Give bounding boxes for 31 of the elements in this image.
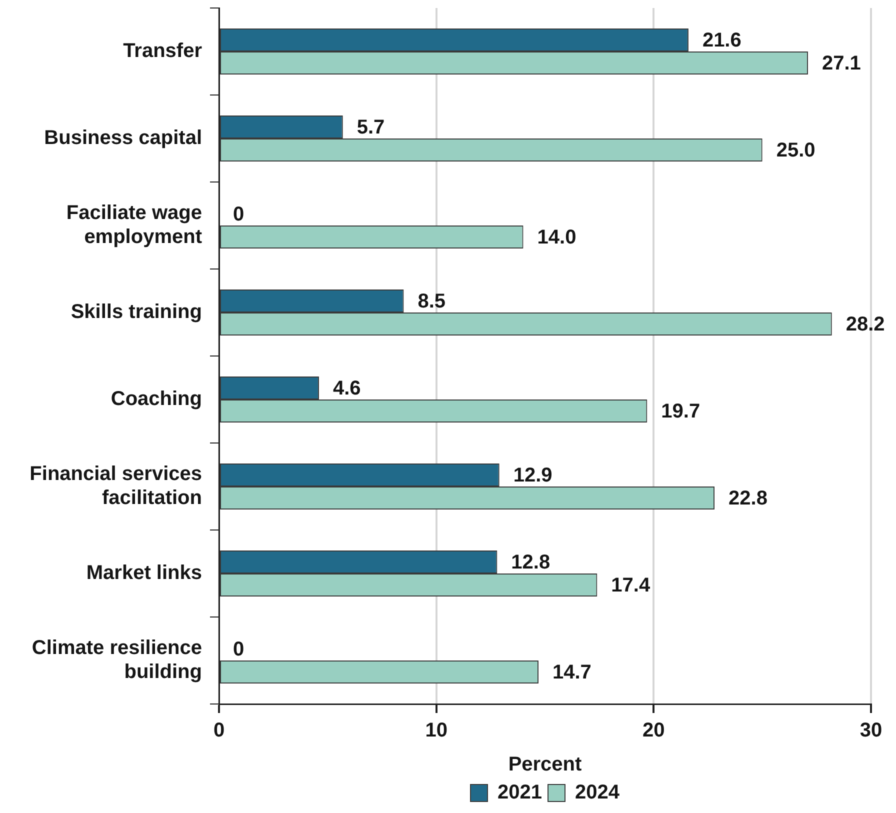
data-label: 28.2 [846,314,885,336]
data-label: 25.0 [776,140,816,162]
data-label: 8.5 [418,290,446,312]
data-label: 17.4 [611,574,651,597]
data-label: 19.7 [661,400,700,423]
data-label: 12.9 [513,464,552,486]
data-label: 21.6 [702,29,742,52]
data-label: 22.8 [728,488,768,510]
data-label: 0 [233,638,244,660]
y-tick-label: Market links [86,562,202,584]
x-tick-label: 0 [213,720,225,742]
y-tick-label: Transfer [123,40,202,62]
data-label: 5.7 [356,116,385,138]
y-tick-label: Coaching [110,388,202,410]
y-tick-label: Faciliate wage employment [66,202,202,248]
y-tick-label: Financial services facilitation [30,463,202,510]
legend-label: 2021 [498,782,542,804]
data-label: 0 [233,203,244,226]
data-label: 14.7 [552,662,592,684]
x-tick-label: 30 [860,720,882,742]
data-label: 12.8 [511,551,550,574]
data-label: 27.1 [822,52,861,75]
x-axis-title: Percent [508,754,582,776]
y-tick-label: Business capital [44,127,202,150]
data-label: 14.0 [537,226,576,249]
y-tick-label: Skills training [70,301,202,324]
x-tick-label: 10 [425,720,448,742]
data-label: 4.6 [332,377,361,400]
legend-label: 2024 [575,782,620,804]
y-tick-label: Climate resilience building [32,637,202,684]
x-tick-label: 20 [642,720,665,742]
